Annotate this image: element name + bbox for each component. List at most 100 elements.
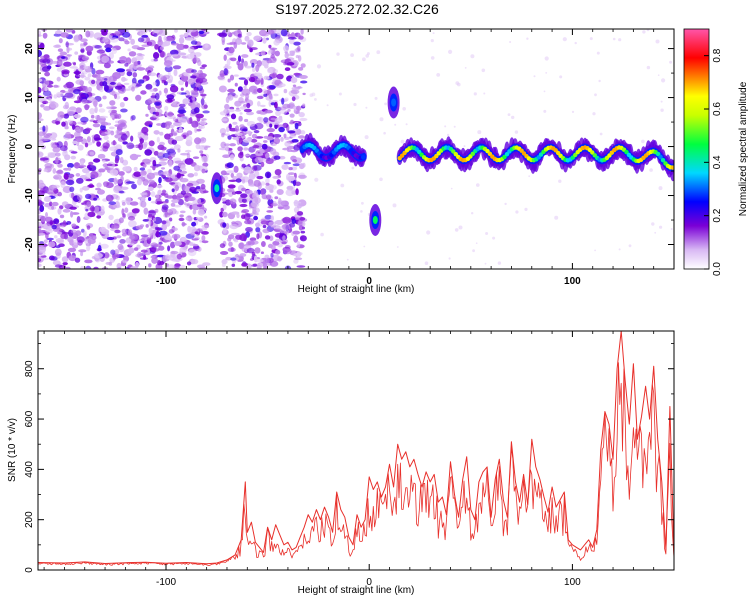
noise-speckle — [161, 258, 170, 262]
noise-speckle — [99, 115, 109, 119]
noise-speckle — [131, 208, 140, 214]
noise-speckle — [168, 160, 173, 168]
noise-speckle — [173, 165, 181, 171]
noise-speckle — [226, 170, 235, 174]
noise-speckle — [62, 104, 69, 110]
noise-speckle — [38, 131, 46, 137]
noise-speckle — [173, 117, 177, 122]
noise-speckle — [43, 169, 48, 172]
noise-speckle — [231, 191, 237, 195]
noise-speckle — [157, 260, 162, 266]
noise-speckle — [238, 152, 244, 159]
noise-speckle — [241, 262, 248, 267]
noise-speckle — [263, 117, 269, 123]
noise-speckle — [178, 103, 186, 108]
noise-speckle — [89, 108, 95, 115]
noise-speckle — [199, 150, 204, 154]
noise-speckle — [160, 45, 164, 51]
noise-speckle — [268, 85, 276, 90]
noise-speckle — [471, 212, 474, 215]
noise-speckle — [154, 92, 160, 100]
noise-speckle — [38, 258, 42, 263]
noise-speckle — [77, 144, 84, 151]
noise-speckle — [40, 223, 48, 229]
noise-speckle — [43, 79, 50, 87]
noise-speckle — [100, 243, 109, 249]
noise-speckle — [618, 38, 622, 42]
noise-speckle — [198, 30, 205, 35]
noise-speckle — [140, 249, 148, 253]
noise-speckle — [229, 223, 239, 230]
noise-speckle — [85, 208, 89, 212]
noise-speckle — [135, 55, 144, 61]
colorbar-tick-label: 0.0 — [712, 262, 723, 276]
noise-speckle — [254, 247, 261, 254]
noise-speckle — [255, 227, 261, 233]
noise-speckle — [38, 263, 42, 268]
noise-speckle — [481, 68, 486, 73]
noise-speckle — [485, 232, 489, 235]
noise-speckle — [70, 211, 74, 218]
noise-speckle — [103, 181, 107, 187]
noise-speckle — [432, 32, 435, 35]
noise-speckle — [594, 93, 597, 97]
noise-speckle — [38, 179, 44, 187]
noise-speckle — [174, 160, 184, 164]
noise-speckle — [163, 60, 173, 67]
noise-speckle — [255, 52, 260, 56]
noise-speckle — [152, 165, 156, 171]
noise-speckle — [353, 102, 357, 107]
noise-speckle — [254, 170, 260, 178]
noise-speckle — [84, 259, 93, 264]
noise-speckle — [57, 163, 63, 168]
noise-speckle — [641, 139, 645, 144]
noise-speckle — [40, 104, 45, 108]
noise-speckle — [167, 156, 173, 160]
noise-speckle — [454, 228, 459, 232]
noise-speckle — [121, 208, 125, 216]
noise-speckle — [246, 130, 252, 135]
noise-speckle — [86, 225, 91, 230]
noise-speckle — [243, 212, 251, 221]
noise-speckle — [457, 82, 461, 87]
noise-speckle — [279, 109, 288, 115]
y-tick-label: 0 — [24, 143, 35, 149]
noise-speckle — [191, 57, 201, 63]
noise-speckle — [123, 82, 130, 86]
noise-speckle — [219, 243, 226, 249]
noise-speckle — [55, 157, 59, 164]
noise-speckle — [46, 237, 54, 241]
noise-speckle — [86, 244, 91, 252]
noise-speckle — [39, 58, 48, 63]
noise-speckle — [73, 34, 82, 42]
noise-speckle — [153, 29, 160, 34]
noise-speckle — [424, 261, 429, 266]
noise-speckle — [284, 58, 292, 66]
noise-speckle — [186, 261, 192, 266]
noise-speckle — [90, 205, 95, 212]
noise-speckle — [238, 115, 243, 122]
noise-speckle — [231, 31, 236, 35]
noise-speckle — [43, 33, 47, 39]
noise-speckle — [75, 107, 82, 114]
noise-speckle — [589, 37, 593, 41]
noise-speckle — [239, 233, 248, 242]
noise-speckle — [186, 152, 191, 160]
noise-speckle — [200, 78, 208, 83]
noise-speckle — [73, 114, 81, 119]
signal-peak — [656, 151, 661, 157]
snr-panel: -100 0 100 0 200 400 600 800 Height of straigh… — [7, 330, 675, 596]
noise-speckle — [167, 111, 174, 117]
noise-speckle — [201, 155, 209, 163]
noise-speckle — [202, 262, 211, 266]
noise-speckle — [41, 100, 49, 105]
noise-speckle — [147, 219, 152, 226]
noise-speckle — [298, 135, 305, 139]
noise-speckle — [289, 133, 295, 138]
noise-speckle — [192, 209, 197, 215]
noise-speckle — [38, 151, 44, 158]
noise-speckle — [176, 91, 182, 95]
snr-xlabel: Height of straight line (km) — [298, 585, 415, 596]
noise-speckle — [55, 245, 61, 249]
